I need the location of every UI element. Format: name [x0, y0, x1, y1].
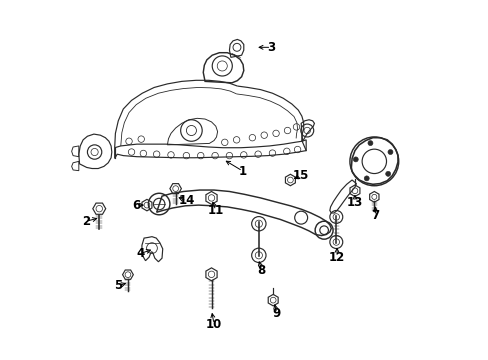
Circle shape: [385, 171, 390, 176]
Text: 12: 12: [328, 251, 345, 264]
Text: 14: 14: [178, 194, 194, 207]
Text: 10: 10: [205, 318, 222, 331]
Text: 5: 5: [114, 279, 122, 292]
Text: 1: 1: [238, 165, 246, 177]
Text: 3: 3: [267, 41, 275, 54]
Text: 2: 2: [82, 215, 90, 228]
Circle shape: [352, 157, 358, 162]
Text: 7: 7: [370, 210, 379, 222]
Text: 13: 13: [346, 196, 362, 209]
Text: 9: 9: [272, 307, 280, 320]
Text: 15: 15: [292, 169, 309, 182]
Circle shape: [364, 176, 368, 181]
Text: 11: 11: [207, 204, 224, 217]
Text: 6: 6: [132, 199, 140, 212]
Circle shape: [367, 141, 372, 146]
Text: 4: 4: [136, 247, 144, 260]
Text: 8: 8: [257, 264, 265, 277]
Circle shape: [387, 149, 392, 154]
